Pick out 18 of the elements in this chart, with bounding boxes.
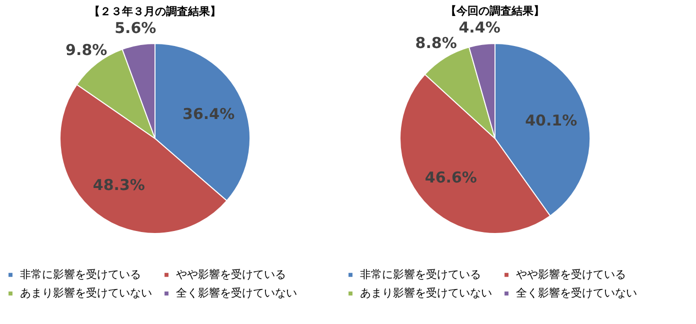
legend-label: 全く影響を受けていない [516,286,637,300]
legend-label: やや影響を受けている [176,268,286,281]
chart-title: 【今回の調査結果】 [446,4,544,18]
data-label: 36.4% [182,105,235,124]
data-label: 46.6% [424,168,477,187]
data-label: 5.6% [114,19,156,38]
legend-label: 非常に影響を受けている [360,268,481,281]
legend-label: あまり影響を受けていない [360,286,492,300]
data-label: 9.8% [66,40,108,59]
legend-label: やや影響を受けている [516,268,626,281]
legend-label: あまり影響を受けていない [20,286,152,300]
legend-label: 非常に影響を受けている [20,268,141,281]
data-label: 48.3% [92,176,145,194]
data-label: 4.4% [458,18,500,36]
chart-title: 【２３年３月の調査結果】 [89,5,221,18]
data-label: 8.8% [415,34,457,52]
data-label: 40.1% [525,112,578,130]
legend-label: 全く影響を受けていない [176,286,297,300]
